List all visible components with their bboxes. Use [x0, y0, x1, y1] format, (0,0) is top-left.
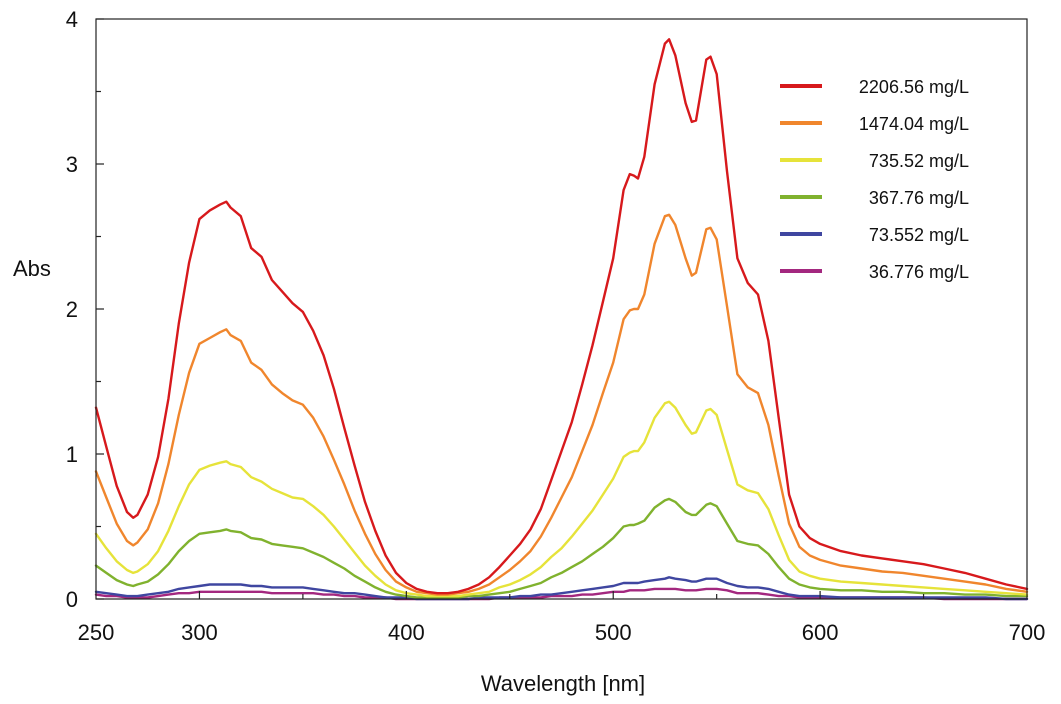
x-tick-label: 500: [595, 620, 632, 645]
legend-label-2: 735.52 mg/L: [869, 151, 969, 171]
x-axis-title: Wavelength [nm]: [481, 671, 645, 696]
series-line-1: [94, 213, 1029, 596]
legend-label-4: 73.552 mg/L: [869, 225, 969, 245]
series-line-0: [94, 38, 1029, 595]
y-tick-label: 2: [66, 297, 78, 322]
x-tick-label: 400: [388, 620, 425, 645]
x-tick-label: 250: [78, 620, 115, 645]
y-tick-label: 4: [66, 7, 78, 32]
legend: 2206.56 mg/L 1474.04 mg/L 735.52 mg/L 367.7…: [780, 77, 969, 282]
y-tick-label: 0: [66, 587, 78, 612]
x-tick-label: 600: [802, 620, 839, 645]
series-line-3: [94, 497, 1029, 599]
legend-label-0: 2206.56 mg/L: [859, 77, 969, 97]
legend-label-5: 36.776 mg/L: [869, 262, 969, 282]
plot-frame: [95, 18, 1028, 600]
legend-label-1: 1474.04 mg/L: [859, 114, 969, 134]
y-axis-title: Abs: [13, 256, 51, 281]
y-tick-label: 3: [66, 152, 78, 177]
ticks-layer: 0 1 2 3 4 250 300 400 500 600 700: [66, 7, 1046, 645]
legend-label-3: 367.76 mg/L: [869, 188, 969, 208]
x-tick-label: 700: [1009, 620, 1046, 645]
x-tick-label: 300: [181, 620, 218, 645]
y-tick-label: 1: [66, 442, 78, 467]
series-line-4: [94, 576, 1029, 601]
axes-layer: [95, 18, 1028, 600]
series-line-5: [94, 587, 1029, 601]
series-layer: [94, 38, 1029, 601]
series-line-2: [94, 400, 1029, 598]
